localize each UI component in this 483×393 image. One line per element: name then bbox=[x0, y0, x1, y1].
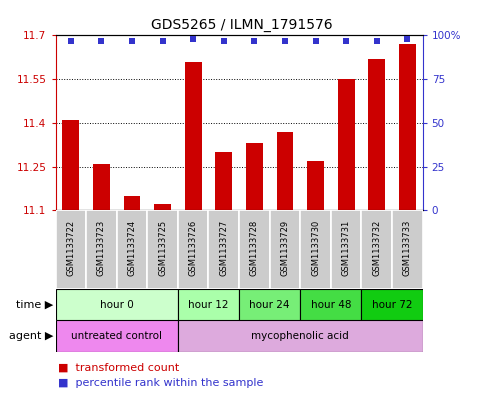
Point bbox=[281, 37, 289, 44]
Text: hour 48: hour 48 bbox=[311, 299, 351, 310]
Point bbox=[403, 36, 411, 42]
Bar bbox=[300, 210, 331, 289]
Bar bbox=[361, 210, 392, 289]
Text: GSM1133730: GSM1133730 bbox=[311, 220, 320, 276]
Bar bbox=[178, 320, 423, 352]
Text: GDS5265 / ILMN_1791576: GDS5265 / ILMN_1791576 bbox=[151, 18, 332, 32]
Bar bbox=[270, 210, 300, 289]
Point bbox=[251, 37, 258, 44]
Point bbox=[98, 37, 105, 44]
Text: GSM1133733: GSM1133733 bbox=[403, 220, 412, 276]
Bar bbox=[361, 289, 423, 320]
Bar bbox=[56, 289, 178, 320]
Text: hour 12: hour 12 bbox=[188, 299, 229, 310]
Point bbox=[67, 37, 75, 44]
Text: mycophenolic acid: mycophenolic acid bbox=[251, 331, 349, 341]
Bar bbox=[56, 210, 86, 289]
Text: GSM1133729: GSM1133729 bbox=[281, 220, 289, 276]
Point bbox=[342, 37, 350, 44]
Bar bbox=[246, 143, 263, 210]
Text: ■  transformed count: ■ transformed count bbox=[58, 362, 179, 373]
Bar bbox=[62, 120, 79, 210]
Point bbox=[312, 37, 319, 44]
Bar bbox=[124, 196, 141, 210]
Point bbox=[189, 36, 197, 42]
Text: time ▶: time ▶ bbox=[16, 299, 53, 310]
Bar bbox=[307, 161, 324, 210]
Bar bbox=[154, 204, 171, 210]
Text: hour 72: hour 72 bbox=[372, 299, 412, 310]
Text: GSM1133723: GSM1133723 bbox=[97, 220, 106, 276]
Point bbox=[159, 37, 167, 44]
Text: agent ▶: agent ▶ bbox=[9, 331, 53, 341]
Bar bbox=[147, 210, 178, 289]
Bar bbox=[86, 210, 117, 289]
Bar bbox=[239, 210, 270, 289]
Point bbox=[220, 37, 227, 44]
Text: GSM1133727: GSM1133727 bbox=[219, 220, 228, 276]
Text: GSM1133731: GSM1133731 bbox=[341, 220, 351, 276]
Bar bbox=[399, 44, 416, 210]
Bar bbox=[185, 62, 201, 210]
Bar bbox=[277, 132, 293, 210]
Bar bbox=[300, 289, 361, 320]
Bar bbox=[392, 210, 423, 289]
Text: GSM1133728: GSM1133728 bbox=[250, 220, 259, 276]
Text: GSM1133726: GSM1133726 bbox=[189, 220, 198, 276]
Bar bbox=[369, 59, 385, 210]
Text: untreated control: untreated control bbox=[71, 331, 162, 341]
Point bbox=[373, 37, 381, 44]
Bar bbox=[117, 210, 147, 289]
Bar bbox=[331, 210, 361, 289]
Bar bbox=[178, 210, 209, 289]
Bar bbox=[215, 152, 232, 210]
Bar bbox=[209, 210, 239, 289]
Text: hour 24: hour 24 bbox=[249, 299, 290, 310]
Bar bbox=[239, 289, 300, 320]
Text: GSM1133724: GSM1133724 bbox=[128, 220, 137, 276]
Text: GSM1133732: GSM1133732 bbox=[372, 220, 381, 276]
Text: hour 0: hour 0 bbox=[100, 299, 134, 310]
Text: GSM1133725: GSM1133725 bbox=[158, 220, 167, 276]
Bar bbox=[93, 163, 110, 210]
Point bbox=[128, 37, 136, 44]
Text: GSM1133722: GSM1133722 bbox=[66, 220, 75, 276]
Text: ■  percentile rank within the sample: ■ percentile rank within the sample bbox=[58, 378, 263, 388]
Bar bbox=[56, 320, 178, 352]
Bar bbox=[338, 79, 355, 210]
Bar bbox=[178, 289, 239, 320]
